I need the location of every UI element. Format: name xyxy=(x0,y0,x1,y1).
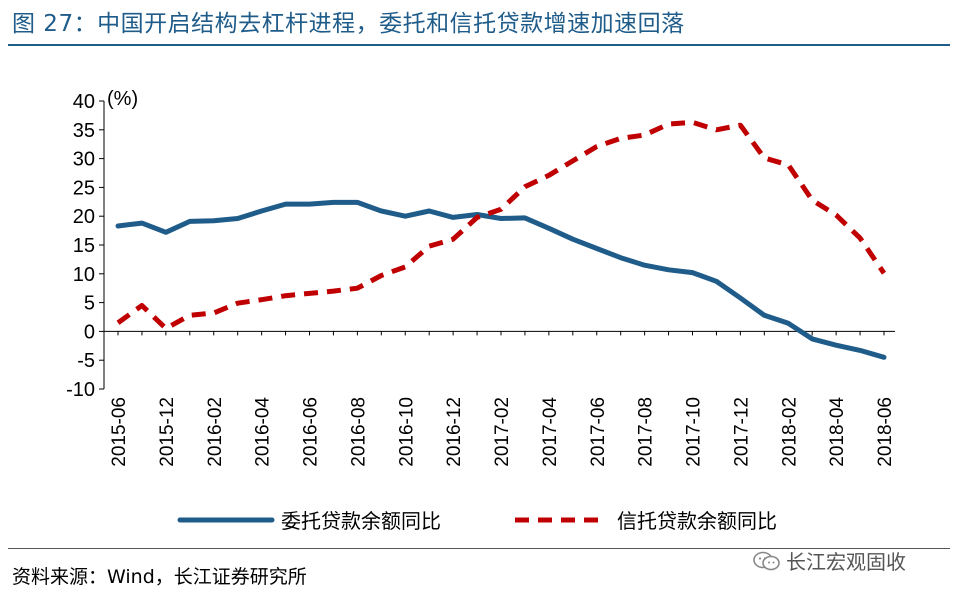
y-tick-label: 5 xyxy=(84,293,95,315)
x-tick-label: 2017-12 xyxy=(731,397,752,467)
series-line-0 xyxy=(115,199,887,360)
x-tick-label: 2015-06 xyxy=(109,397,130,467)
watermark: 长江宏观固收 xyxy=(752,546,906,575)
x-tick-label: 2017-06 xyxy=(588,397,609,467)
x-tick-label: 2016-10 xyxy=(396,397,417,467)
x-tick-label: 2016-06 xyxy=(301,397,322,467)
y-tick-label: 15 xyxy=(73,235,95,257)
y-tick-label: 35 xyxy=(73,120,95,142)
y-tick-label: 30 xyxy=(73,149,95,171)
legend-label-1: 信托贷款余额同比 xyxy=(617,510,777,533)
series-lines xyxy=(115,119,887,360)
axes: 40 35 30 25 20 15 10 5 0 -5 -10 (%) 2015-06 2015-12 20… xyxy=(66,88,896,467)
chart: 40 35 30 25 20 15 10 5 0 -5 -10 (%) 2015-06 2015-12 20… xyxy=(66,88,896,533)
y-tick-label: -10 xyxy=(66,379,95,401)
source-note: 资料来源：Wind，长江证券研究所 xyxy=(12,566,307,588)
y-tick-label: -5 xyxy=(77,350,95,372)
y-tick-label: 40 xyxy=(73,91,95,113)
x-tick-label: 2015-12 xyxy=(157,397,178,467)
x-tick-label: 2016-04 xyxy=(253,397,274,467)
x-tick-label: 2017-10 xyxy=(684,397,705,467)
x-tick-label: 2018-06 xyxy=(875,397,896,467)
chart-title: 图 27：中国开启结构去杠杆进程，委托和信托贷款增速加速回落 xyxy=(12,11,685,37)
wechat-icon xyxy=(752,550,782,572)
watermark-text: 长江宏观固收 xyxy=(786,550,906,574)
footer-divider xyxy=(8,548,950,549)
x-tick-label: 2017-08 xyxy=(636,397,657,467)
x-tick-label: 2016-02 xyxy=(205,397,226,467)
y-tick-label: 0 xyxy=(84,321,95,343)
x-tick-label: 2017-04 xyxy=(540,397,561,467)
x-tick-label: 2016-12 xyxy=(444,397,465,467)
title-divider xyxy=(8,44,950,46)
x-tick-label: 2016-08 xyxy=(348,397,369,467)
legend: 委托贷款余额同比 信托贷款余额同比 xyxy=(177,510,777,533)
x-tick-label: 2017-02 xyxy=(492,397,513,467)
y-tick-label: 25 xyxy=(73,177,95,199)
y-axis-label: (%) xyxy=(107,88,138,110)
y-tick-label: 20 xyxy=(73,206,95,228)
legend-label-0: 委托贷款余额同比 xyxy=(281,510,441,533)
series-line-1 xyxy=(116,119,887,331)
x-tick-label: 2018-02 xyxy=(779,397,800,467)
x-tick-label: 2018-04 xyxy=(827,397,848,467)
y-tick-label: 10 xyxy=(73,264,95,286)
